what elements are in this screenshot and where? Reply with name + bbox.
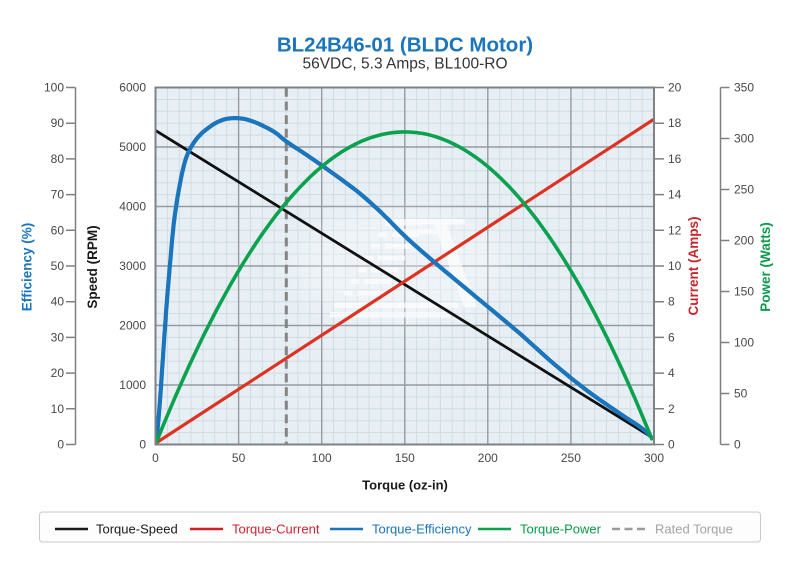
svg-text:BL24B46-01 (BLDC Motor): BL24B46-01 (BLDC Motor): [277, 34, 533, 57]
svg-text:14: 14: [668, 188, 682, 202]
svg-text:350: 350: [734, 81, 754, 95]
svg-text:6: 6: [668, 330, 675, 344]
svg-text:4000: 4000: [119, 200, 146, 214]
svg-text:Torque-Power: Torque-Power: [520, 522, 602, 537]
svg-text:2: 2: [668, 402, 675, 416]
svg-text:12: 12: [668, 223, 682, 237]
svg-text:Power (Watts): Power (Watts): [758, 222, 773, 312]
svg-text:100: 100: [734, 336, 754, 350]
svg-text:300: 300: [734, 132, 754, 146]
svg-text:3000: 3000: [119, 259, 146, 273]
svg-text:90: 90: [51, 116, 65, 130]
svg-text:60: 60: [51, 223, 65, 237]
svg-text:50: 50: [232, 451, 246, 465]
svg-text:5000: 5000: [119, 140, 146, 154]
svg-text:250: 250: [734, 183, 754, 197]
svg-text:Torque-Current: Torque-Current: [232, 522, 320, 537]
svg-text:16: 16: [668, 152, 682, 166]
svg-text:Current (Amps): Current (Amps): [686, 216, 701, 315]
svg-text:Rated Torque: Rated Torque: [655, 522, 733, 537]
svg-text:250: 250: [561, 451, 581, 465]
svg-text:100: 100: [312, 451, 332, 465]
svg-text:4: 4: [668, 366, 675, 380]
svg-text:10: 10: [51, 402, 65, 416]
svg-text:0: 0: [139, 438, 146, 452]
svg-text:200: 200: [734, 234, 754, 248]
svg-text:20: 20: [51, 366, 65, 380]
svg-text:0: 0: [152, 451, 159, 465]
svg-text:2000: 2000: [119, 319, 146, 333]
svg-text:300: 300: [644, 451, 664, 465]
svg-text:0: 0: [57, 438, 64, 452]
svg-text:80: 80: [51, 152, 65, 166]
svg-text:40: 40: [51, 295, 65, 309]
svg-text:0: 0: [734, 438, 741, 452]
svg-text:Torque-Speed: Torque-Speed: [96, 522, 178, 537]
svg-text:20: 20: [668, 81, 682, 95]
svg-text:8: 8: [668, 295, 675, 309]
svg-text:150: 150: [734, 285, 754, 299]
svg-text:10: 10: [668, 259, 682, 273]
svg-text:200: 200: [478, 451, 498, 465]
svg-text:Torque-Efficiency: Torque-Efficiency: [372, 522, 472, 537]
svg-text:0: 0: [668, 438, 675, 452]
svg-text:1000: 1000: [119, 378, 146, 392]
svg-text:18: 18: [668, 116, 682, 130]
svg-text:30: 30: [51, 330, 65, 344]
svg-text:Torque (oz-in): Torque (oz-in): [362, 478, 448, 493]
svg-text:70: 70: [51, 188, 65, 202]
svg-text:50: 50: [734, 387, 748, 401]
svg-text:50: 50: [51, 259, 65, 273]
svg-text:6000: 6000: [119, 81, 146, 95]
svg-text:100: 100: [44, 81, 64, 95]
svg-text:Speed (RPM): Speed (RPM): [85, 225, 100, 308]
svg-text:150: 150: [395, 451, 415, 465]
svg-text:56VDC, 5.3 Amps, BL100-RO: 56VDC, 5.3 Amps, BL100-RO: [302, 56, 507, 73]
svg-text:Efficiency (%): Efficiency (%): [20, 223, 35, 312]
